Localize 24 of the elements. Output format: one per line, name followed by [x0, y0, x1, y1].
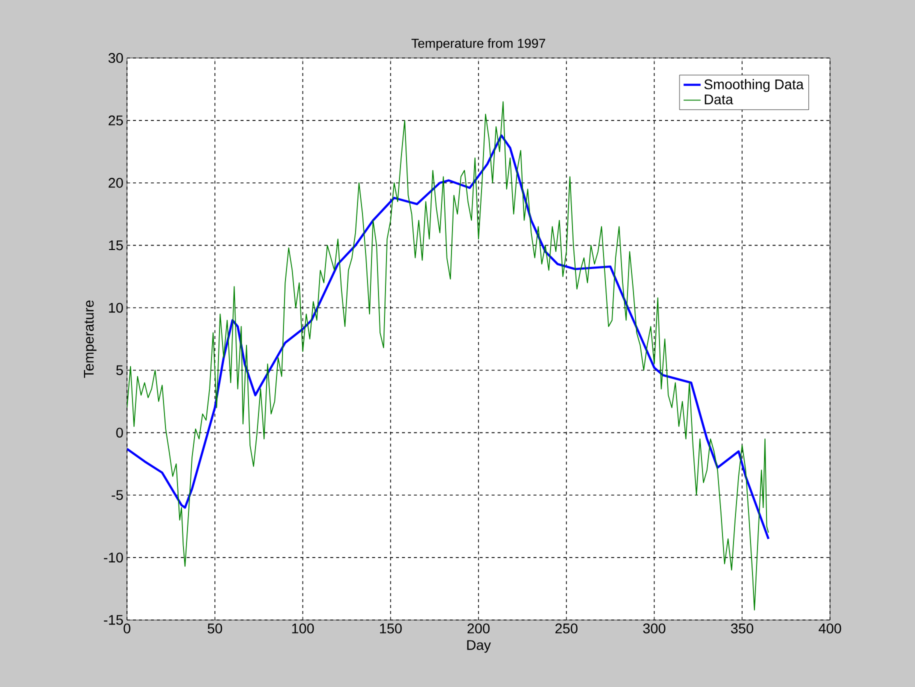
y-tick-label: -5 — [112, 490, 123, 500]
y-tick-label: 5 — [116, 365, 123, 376]
y-tick-label: 30 — [108, 53, 123, 63]
x-tick-label: 50 — [208, 624, 222, 634]
y-tick-label: -10 — [104, 552, 123, 562]
y-tick-label: 10 — [109, 302, 123, 313]
legend-label: Smoothing Data — [704, 79, 804, 92]
x-tick-label: 300 — [643, 624, 666, 634]
legend-label: Data — [704, 94, 734, 104]
y-tick-label: -15 — [104, 615, 123, 625]
y-tick-label: 15 — [109, 240, 123, 250]
x-tick-label: 250 — [555, 624, 578, 634]
x-tick-label: 200 — [468, 624, 490, 634]
x-tick-label: 400 — [818, 624, 842, 634]
x-axis-title: Day — [467, 640, 491, 653]
x-tick-label: 150 — [380, 624, 402, 634]
x-tick-label: 100 — [292, 624, 314, 634]
x-tick-label: 0 — [124, 624, 130, 634]
y-tick-label: 25 — [108, 115, 123, 126]
x-tick-label: 350 — [731, 624, 754, 634]
y-tick-label: 20 — [108, 178, 123, 188]
chart-title: Temperature from 1997 — [411, 38, 546, 50]
y-tick-label: 0 — [116, 428, 123, 438]
y-axis-title: Temperature — [84, 300, 96, 378]
